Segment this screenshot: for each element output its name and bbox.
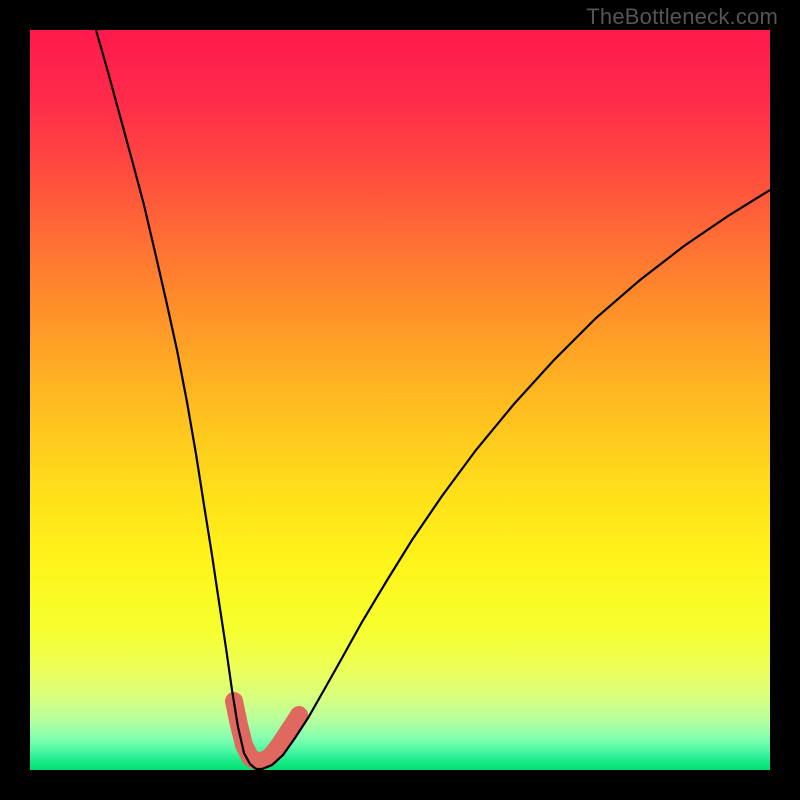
frame-right (770, 0, 800, 800)
curve-layer (30, 30, 770, 770)
frame-left (0, 0, 30, 800)
watermark-text: TheBottleneck.com (586, 4, 778, 30)
bottleneck-curve (96, 30, 770, 769)
plot-area (30, 30, 770, 770)
frame-bottom (0, 770, 800, 800)
